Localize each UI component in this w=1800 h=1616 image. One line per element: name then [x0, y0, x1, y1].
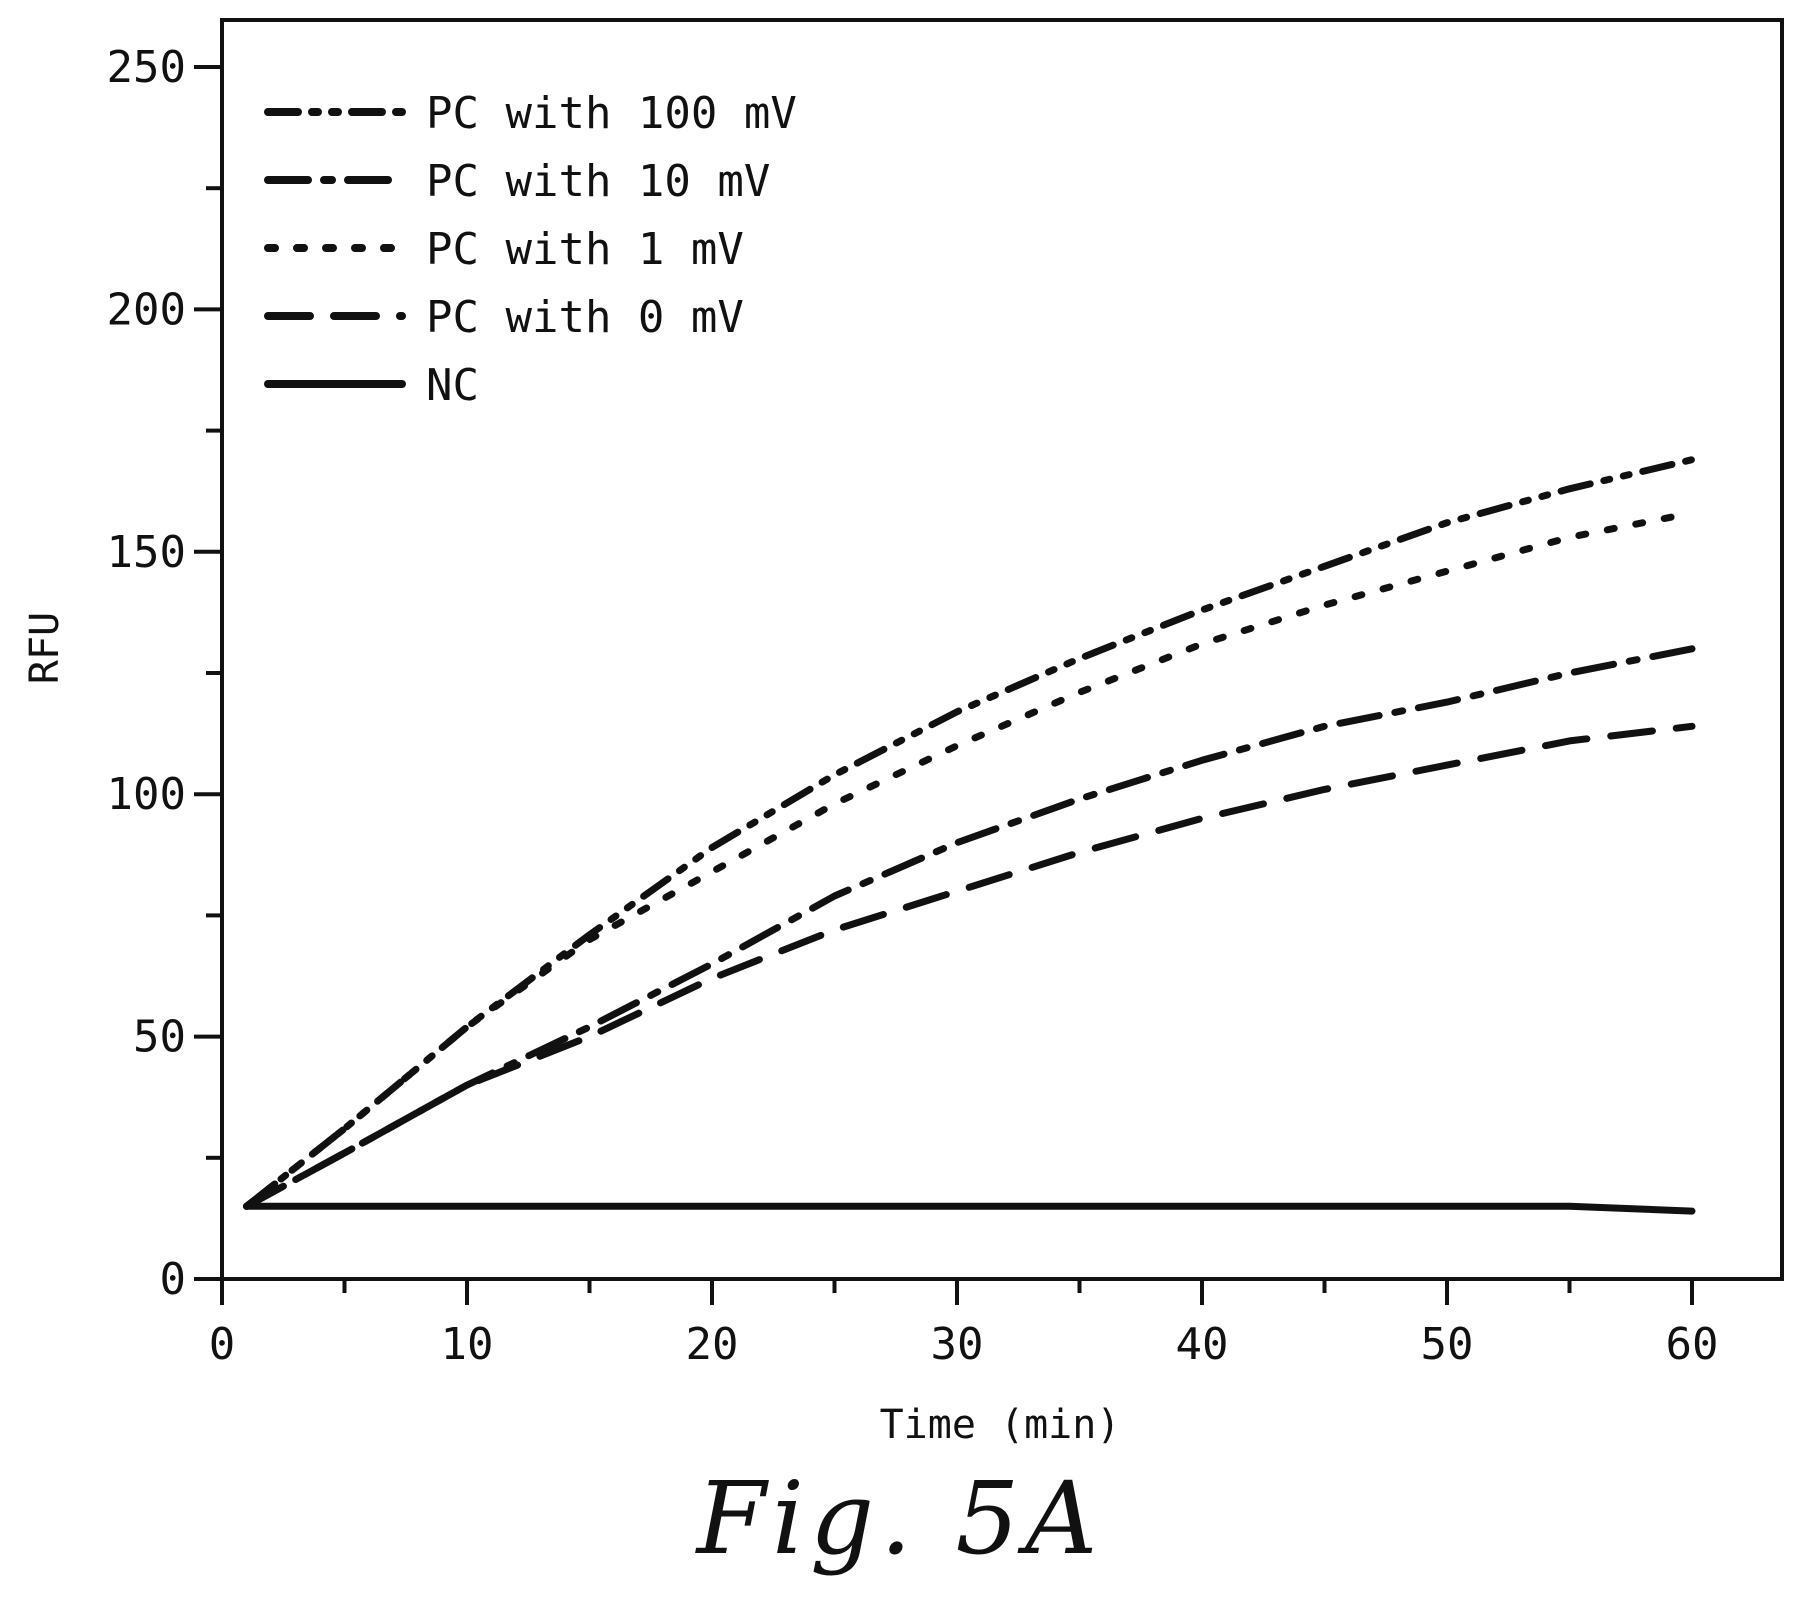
y-tick-label: 50	[133, 1012, 186, 1063]
y-tick-label: 200	[107, 284, 186, 335]
x-tick-label: 50	[1421, 1319, 1474, 1370]
legend: PC with 100 mV PC with 10 mV PC with 1 mV P…	[264, 88, 797, 411]
y-axis-label: RFU	[22, 612, 68, 684]
legend-entry: PC with 0 mV	[426, 292, 744, 343]
x-axis-label: Time (min)	[880, 1402, 1121, 1448]
legend-entry: PC with 10 mV	[426, 156, 770, 207]
y-tick-label: 150	[107, 527, 186, 578]
axes: 0 10 20 30 40 50 60 0 50 100 150 200 250	[107, 42, 1719, 1370]
legend-entry: PC with 1 mV	[426, 224, 744, 275]
x-tick-label: 60	[1666, 1319, 1719, 1370]
series-line-pc-with-10-mv	[243, 645, 1696, 1210]
x-tick-label: 10	[441, 1319, 494, 1370]
x-tick-label: 0	[209, 1319, 236, 1370]
series-line-nc	[243, 1202, 1696, 1215]
y-tick-label: 0	[160, 1254, 187, 1305]
series-line-pc-with-1-mv	[243, 509, 1696, 1210]
series-line-pc-with-0-mv	[243, 722, 1696, 1210]
x-tick-label: 40	[1176, 1319, 1229, 1370]
plot-frame	[220, 18, 1784, 1281]
x-tick-label: 30	[931, 1319, 984, 1370]
x-tick-label: 20	[686, 1319, 739, 1370]
series-layer	[243, 456, 1696, 1215]
legend-entry: PC with 100 mV	[426, 88, 797, 139]
series-line-pc-with-100-mv	[243, 456, 1696, 1210]
y-tick-label: 100	[107, 769, 186, 820]
legend-entry: NC	[426, 360, 479, 411]
figure-caption: Fig. 5A	[696, 1460, 1104, 1577]
y-tick-label: 250	[107, 42, 186, 93]
